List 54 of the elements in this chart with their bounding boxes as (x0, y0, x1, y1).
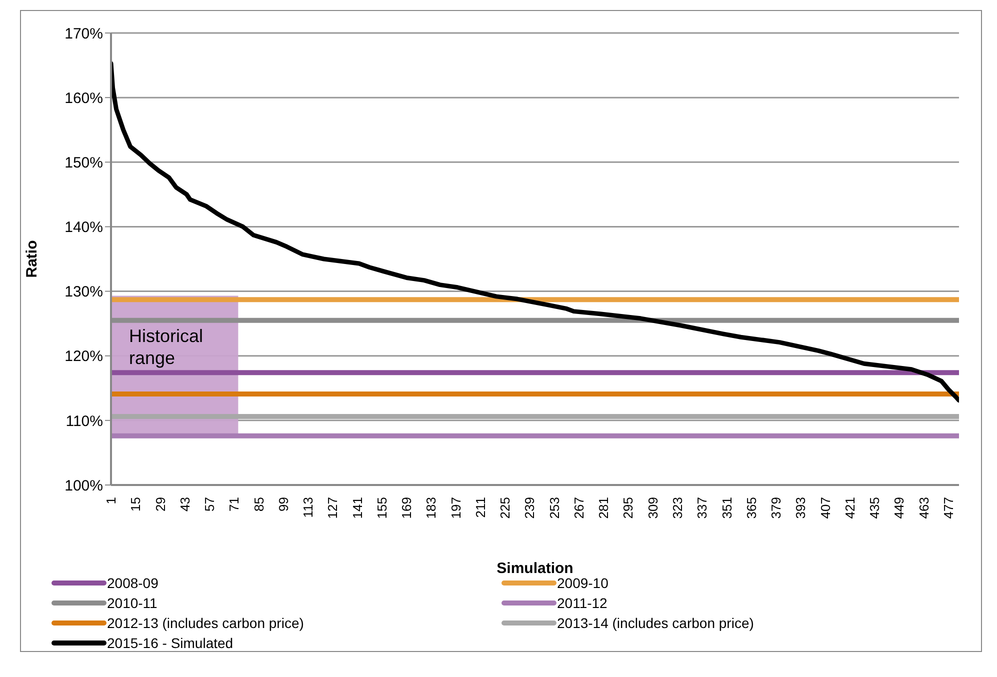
x-tick-label: 463 (916, 497, 932, 519)
legend-label: 2010-11 (107, 595, 158, 611)
x-tick-label: 267 (571, 497, 586, 519)
x-tick-label: 379 (768, 497, 784, 519)
y-tick-label: 100% (64, 477, 103, 494)
legend-label: 2011-12 (557, 595, 608, 611)
x-tick-label: 323 (670, 497, 686, 519)
x-tick-label: 295 (620, 497, 636, 519)
band-label: Historical range (129, 326, 204, 368)
legend-label: 2012-13 (includes carbon price) (107, 615, 304, 631)
y-tick-label: 130% (64, 284, 103, 301)
x-tick-label: 43 (177, 497, 192, 512)
line-series (111, 61, 959, 403)
y-tick-label: 110% (66, 412, 103, 430)
x-tick-label: 407 (818, 497, 833, 519)
x-tick-label: 239 (522, 497, 538, 519)
x-tick-label: 29 (152, 497, 168, 512)
x-tick-label: 155 (374, 497, 390, 519)
x-tick-label: 57 (202, 497, 218, 512)
x-tick-label: 351 (719, 497, 734, 519)
x-tick-label: 337 (694, 497, 710, 519)
x-tick-label: 127 (325, 497, 340, 519)
x-tick-label: 1 (104, 497, 118, 504)
x-tick-label: 393 (793, 497, 808, 519)
x-tick-label: 281 (596, 497, 612, 519)
x-tick-label: 435 (867, 497, 882, 519)
legend-label: 2015-16 - Simulated (107, 635, 234, 651)
x-axis-title: Simulation (496, 560, 574, 577)
legend-label: 2013-14 (includes carbon price) (557, 615, 754, 631)
y-tick-label: 160% (64, 90, 103, 107)
x-tick-label: 71 (226, 497, 242, 512)
x-tick-label: 85 (251, 497, 266, 512)
legend-label: 2008-09 (107, 575, 158, 591)
x-tick-label: 225 (498, 497, 513, 519)
x-tick-label: 15 (128, 497, 144, 512)
y-tick-label: 170% (64, 25, 103, 42)
x-tick-label: 141 (350, 497, 365, 519)
x-tick-label: 211 (472, 497, 488, 518)
y-tick-label: 140% (64, 219, 103, 236)
y-tick-label: 150% (64, 154, 103, 172)
x-tick-label: 183 (424, 497, 439, 519)
x-tick-label: 197 (448, 497, 464, 519)
x-tick-label: 477 (940, 497, 956, 519)
x-tick-label: 99 (276, 497, 291, 512)
x-tick-label: 449 (892, 497, 907, 519)
x-tick-label: 421 (842, 497, 858, 519)
x-tick-label: 309 (645, 497, 660, 519)
legend-label: 2009-10 (557, 575, 608, 591)
x-tick-label: 365 (744, 497, 759, 519)
x-tick-label: 253 (546, 497, 562, 519)
x-tick-label: 113 (300, 497, 316, 518)
y-axis-title: Ratio (23, 240, 40, 278)
y-tick-label: 120% (64, 348, 103, 366)
x-tick-label: 169 (399, 497, 414, 519)
